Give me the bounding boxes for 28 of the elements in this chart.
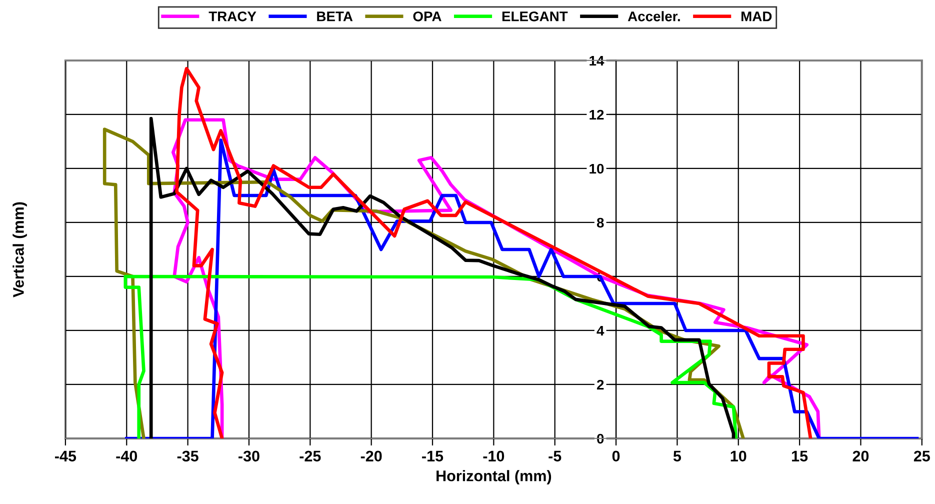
x-tick-label: 15 <box>792 450 808 462</box>
y-tick-label: 8 <box>596 218 604 228</box>
y-tick-label: 10 <box>590 164 604 174</box>
x-tick-label: -10 <box>483 450 504 462</box>
legend-label: OPA <box>413 11 442 22</box>
x-tick-label: 20 <box>852 450 869 462</box>
x-tick-label: 25 <box>914 450 930 462</box>
x-tick-label: -30 <box>238 450 260 462</box>
y-tick-label: 2 <box>596 380 604 390</box>
x-tick-label: -20 <box>360 450 382 462</box>
y-tick-label: 4 <box>596 326 604 336</box>
x-tick-label: 5 <box>673 450 682 462</box>
legend-label: BETA <box>317 12 353 22</box>
x-tick-label: -45 <box>55 450 76 462</box>
x-axis-title: Horizontal (mm) <box>436 470 552 484</box>
legend-label: MAD <box>742 12 772 22</box>
y-axis-title: Vertical (mm) <box>12 202 27 298</box>
legend-label: Acceler. <box>628 11 680 22</box>
x-tick-label: -25 <box>300 450 321 462</box>
x-tick-label: 10 <box>730 450 746 462</box>
x-tick-label: -35 <box>177 450 198 462</box>
y-tick-label: 12 <box>590 110 604 120</box>
x-tick-label: -15 <box>422 450 444 462</box>
x-tick-label: -5 <box>548 450 562 462</box>
legend-label: TRACY <box>208 11 256 22</box>
x-tick-label: -40 <box>116 450 138 462</box>
legend-label: ELEGANT <box>502 11 568 22</box>
x-tick-label: 0 <box>612 450 620 462</box>
